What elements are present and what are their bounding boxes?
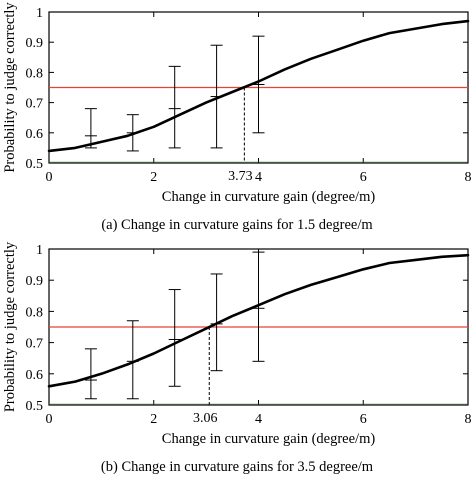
- y-tick-label: 0.8: [26, 66, 44, 81]
- error-bar: [252, 251, 265, 362]
- x-tick-label: 6: [360, 170, 367, 185]
- figure-caption: (b) Change in curvature gains for 3.5 de…: [101, 459, 374, 475]
- y-tick-label: 1: [36, 6, 43, 21]
- chart-panel-a: 0.5 0.6 0.7 0.8 0.9 1 0 2 4 6 8 3.73 Change in curva…: [2, 2, 472, 233]
- psychometric-curve: [47, 19, 470, 153]
- y-tick-label: 0.9: [26, 36, 44, 51]
- y-axis-label: Probability to judge correctly: [2, 241, 18, 412]
- y-tick-label: 0.9: [26, 274, 44, 289]
- error-bar: [168, 289, 181, 387]
- x-tick-label: 0: [46, 412, 53, 427]
- x-tick-label: 8: [465, 170, 472, 185]
- y-tick-label: 0.6: [26, 368, 44, 383]
- threshold-value-label: 3.73: [228, 169, 253, 184]
- x-axis-label: Change in curvature gain (degree/m): [162, 189, 376, 205]
- x-tick-label: 4: [255, 170, 262, 185]
- figure-caption: (a) Change in curvature gains for 1.5 de…: [101, 217, 373, 233]
- x-tick-label: 4: [255, 412, 262, 427]
- threshold-value-label: 3.06: [193, 411, 218, 426]
- y-tick-label: 0.5: [26, 157, 44, 172]
- chart-panel-b: 0.5 0.6 0.7 0.8 0.9 1 0 2 4 6 8 3.06 Change in curva…: [2, 241, 472, 475]
- x-tick-label: 2: [150, 170, 157, 185]
- x-tick-label: 2: [150, 412, 157, 427]
- error-bar: [84, 348, 97, 400]
- y-axis-label: Probability to judge correctly: [2, 2, 18, 173]
- y-tick-label: 0.6: [26, 127, 44, 142]
- x-tick-label: 8: [465, 412, 472, 427]
- x-tick-label: 6: [360, 412, 367, 427]
- y-tick-label: 1: [36, 243, 43, 258]
- y-tick-label: 0.5: [26, 399, 44, 414]
- x-axis-label: Change in curvature gain (degree/m): [162, 431, 376, 447]
- error-bar: [84, 108, 97, 149]
- x-tick-label: 0: [46, 170, 53, 185]
- y-tick-label: 0.8: [26, 305, 44, 320]
- psychometric-curve: [47, 253, 470, 388]
- y-tick-label: 0.7: [26, 337, 44, 352]
- y-tick-label: 0.7: [26, 97, 44, 112]
- error-bar: [168, 65, 181, 149]
